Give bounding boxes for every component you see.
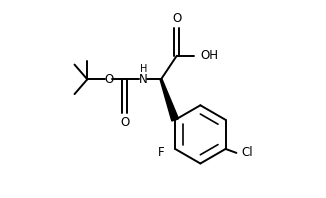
Text: O: O xyxy=(104,73,113,86)
Text: N: N xyxy=(139,73,148,86)
Text: F: F xyxy=(158,146,164,159)
Text: O: O xyxy=(172,12,181,25)
Polygon shape xyxy=(160,79,179,121)
Text: Cl: Cl xyxy=(241,146,253,159)
Text: H: H xyxy=(140,64,147,73)
Text: O: O xyxy=(120,116,129,129)
Text: OH: OH xyxy=(200,49,218,62)
